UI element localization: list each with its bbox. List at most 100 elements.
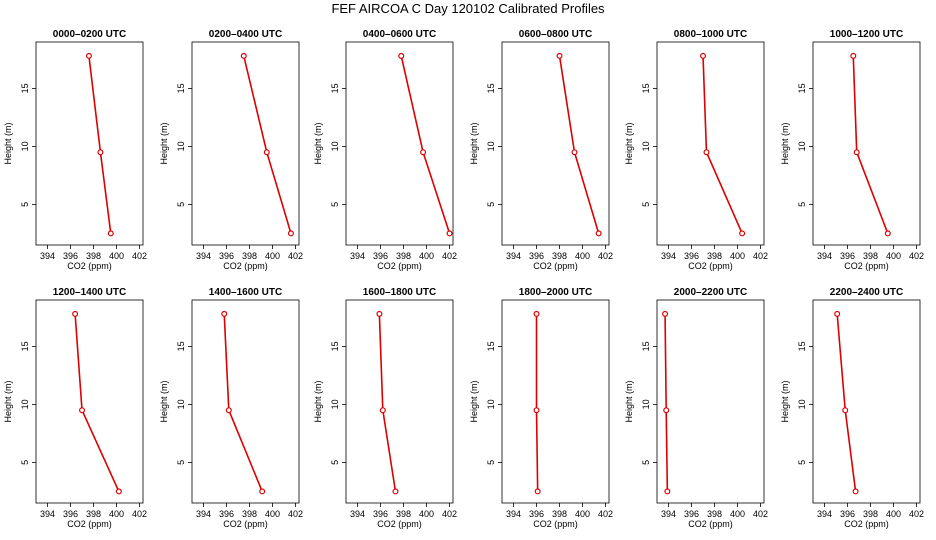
x-tick-label: 400 [109, 509, 124, 519]
data-point [850, 52, 857, 59]
x-tick-label: 398 [863, 509, 878, 519]
panel-title: 1000–1200 UTC [830, 29, 903, 40]
x-tick-label: 402 [598, 509, 613, 519]
data-point [664, 488, 671, 495]
y-axis-label: Height (m) [624, 122, 634, 164]
x-tick-label: 400 [575, 509, 590, 519]
x-tick-label: 394 [506, 509, 521, 519]
y-tick-label: 10 [486, 399, 496, 409]
profile-line [242, 55, 292, 234]
figure-title: FEF AIRCOA C Day 120102 Calibrated Profi… [331, 1, 605, 16]
data-point [884, 230, 891, 237]
x-tick-label: 398 [552, 251, 567, 261]
y-axis-label: Height (m) [469, 380, 479, 422]
y-tick-label: 5 [176, 460, 186, 465]
x-tick-label: 394 [350, 509, 365, 519]
y-tick-label: 15 [20, 341, 30, 351]
profile-line [223, 313, 263, 492]
panel-grid: 0000–0200 UTC 394 396 398 400 402 5 10 15 CO2 (pp… [3, 29, 924, 529]
y-tick-label: 5 [486, 202, 496, 207]
y-tick-label: 15 [20, 83, 30, 93]
profile-panel: 2200–2400 UTC 394 396 398 400 402 5 10 15 CO2 (pp… [780, 287, 924, 529]
y-tick-label: 10 [20, 141, 30, 151]
x-tick-label: 394 [40, 509, 55, 519]
y-tick-label: 5 [797, 460, 807, 465]
x-tick-label: 394 [817, 509, 832, 519]
plot-frame [35, 299, 144, 504]
x-tick-label: 394 [40, 251, 55, 261]
x-tick-label: 396 [63, 509, 78, 519]
x-axis-label: CO2 (ppm) [223, 261, 268, 271]
y-tick-label: 15 [797, 83, 807, 93]
y-tick-label: 10 [176, 141, 186, 151]
y-tick-label: 10 [20, 399, 30, 409]
data-point [446, 230, 453, 237]
panel-title: 1600–1800 UTC [363, 287, 436, 298]
x-tick-label: 402 [132, 251, 147, 261]
plot-frame [656, 299, 765, 504]
panel-title: 1800–2000 UTC [519, 287, 592, 298]
data-point [259, 488, 266, 495]
x-tick-label: 398 [707, 509, 722, 519]
y-tick-label: 10 [641, 141, 651, 151]
x-tick-label: 398 [86, 251, 101, 261]
plot-frame [35, 41, 144, 246]
y-tick-label: 15 [330, 341, 340, 351]
data-point [420, 149, 427, 156]
x-tick-label: 396 [219, 509, 234, 519]
profile-panel: 1600–1800 UTC 394 396 398 400 402 5 10 15 CO2 (pp… [313, 287, 457, 529]
data-point [703, 149, 710, 156]
x-tick-label: 402 [442, 251, 457, 261]
profile-panel: 1800–2000 UTC 394 396 398 400 402 5 10 15 CO2 (pp… [469, 287, 613, 529]
x-tick-label: 398 [242, 509, 257, 519]
data-point [398, 52, 405, 59]
y-tick-label: 10 [486, 141, 496, 151]
x-tick-label: 402 [132, 509, 147, 519]
profile-line [400, 55, 451, 234]
panel-title: 0800–1000 UTC [674, 29, 747, 40]
data-point [107, 230, 114, 237]
x-tick-label: 400 [886, 251, 901, 261]
profile-line [535, 313, 539, 492]
x-tick-label: 402 [442, 509, 457, 519]
profile-panel: 0000–0200 UTC 394 396 398 400 402 5 10 15 CO2 (pp… [3, 29, 147, 271]
x-tick-label: 396 [529, 509, 544, 519]
plot-frame [345, 299, 454, 504]
x-axis-label: CO2 (ppm) [844, 519, 889, 529]
data-point [79, 407, 86, 414]
x-tick-label: 396 [373, 509, 388, 519]
profile-line [88, 55, 112, 234]
x-axis-label: CO2 (ppm) [67, 519, 112, 529]
data-point [556, 52, 563, 59]
data-point [221, 310, 228, 317]
data-point [115, 488, 122, 495]
y-axis-label: Height (m) [313, 122, 323, 164]
x-tick-label: 400 [730, 509, 745, 519]
x-tick-label: 398 [552, 509, 567, 519]
x-tick-label: 396 [684, 251, 699, 261]
data-point [240, 52, 247, 59]
y-tick-label: 5 [486, 460, 496, 465]
y-axis-label: Height (m) [3, 380, 13, 422]
plot-frame [812, 299, 921, 504]
x-tick-label: 402 [753, 251, 768, 261]
y-tick-label: 15 [486, 341, 496, 351]
data-point [97, 149, 104, 156]
y-tick-label: 10 [797, 399, 807, 409]
data-point [571, 149, 578, 156]
x-tick-label: 394 [661, 509, 676, 519]
x-tick-label: 394 [817, 251, 832, 261]
plot-frame [345, 41, 454, 246]
y-axis-label: Height (m) [159, 122, 169, 164]
x-axis-label: CO2 (ppm) [844, 261, 889, 271]
y-axis-label: Height (m) [3, 122, 13, 164]
x-tick-label: 402 [909, 251, 924, 261]
x-tick-label: 394 [661, 251, 676, 261]
x-tick-label: 396 [63, 251, 78, 261]
y-tick-label: 10 [641, 399, 651, 409]
profile-panel: 1000–1200 UTC 394 396 398 400 402 5 10 15 CO2 (pp… [780, 29, 924, 271]
x-tick-label: 400 [886, 509, 901, 519]
x-tick-label: 398 [86, 509, 101, 519]
y-tick-label: 5 [330, 460, 340, 465]
data-point [376, 310, 383, 317]
